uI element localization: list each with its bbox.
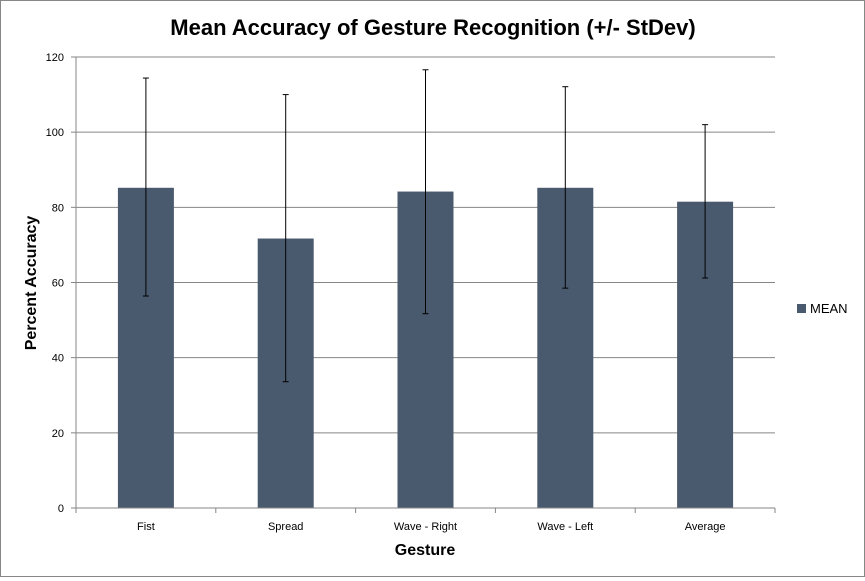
x-tick-label: Spread bbox=[268, 521, 303, 533]
y-tick-label: 100 bbox=[46, 127, 64, 139]
x-tick-label: Fist bbox=[137, 521, 155, 533]
legend: MEAN bbox=[797, 301, 848, 316]
y-tick-label: 80 bbox=[52, 202, 64, 214]
legend-label-mean: MEAN bbox=[810, 301, 848, 316]
axes: 0 20 40 60 80 100 120 Fist Spread Wave - Right Wav… bbox=[46, 52, 776, 533]
legend-swatch-mean bbox=[797, 304, 806, 313]
x-tick-label: Wave - Left bbox=[537, 521, 593, 533]
y-tick-label: 60 bbox=[52, 278, 64, 290]
x-axis-title: Gesture bbox=[395, 542, 456, 559]
x-tick-label: Wave - Right bbox=[394, 521, 457, 533]
x-tick-label: Average bbox=[685, 521, 726, 533]
error-bars bbox=[142, 69, 709, 383]
chart-title: Mean Accuracy of Gesture Recognition (+/… bbox=[170, 15, 695, 40]
y-tick-label: 0 bbox=[58, 503, 64, 515]
y-tick-label: 40 bbox=[52, 353, 64, 365]
y-tick-label: 20 bbox=[52, 428, 64, 440]
y-tick-label: 120 bbox=[46, 52, 64, 64]
y-axis-title: Percent Accuracy bbox=[23, 216, 40, 351]
